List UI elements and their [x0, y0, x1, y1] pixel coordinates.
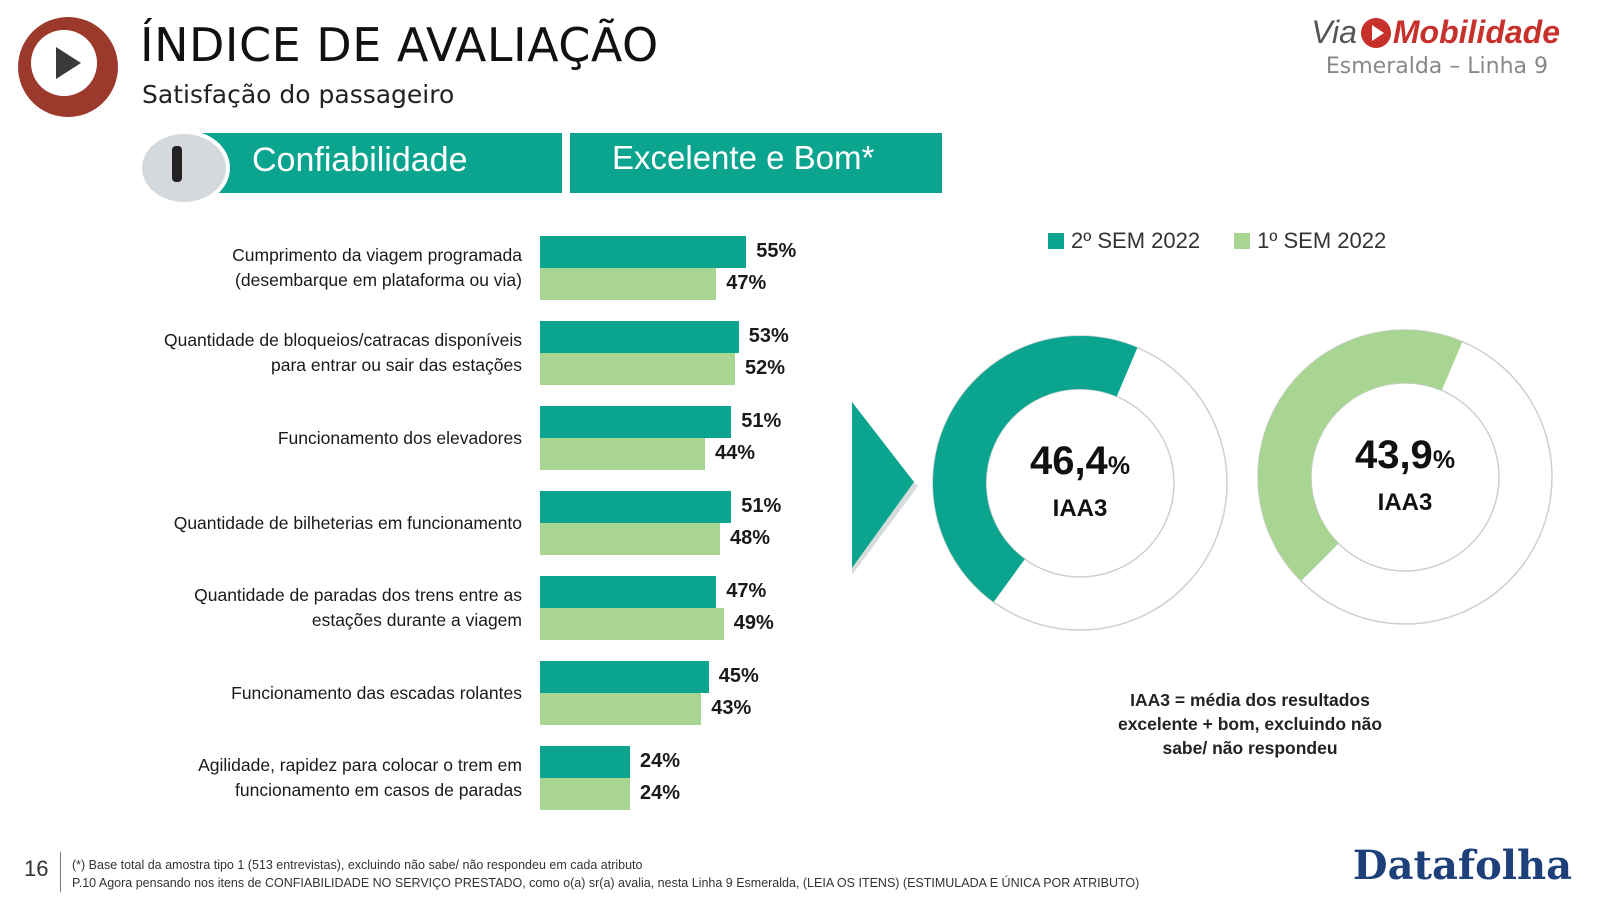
page-title: ÍNDICE DE AVALIAÇÃO [140, 18, 659, 72]
bar-value-2sem: 55% [756, 240, 797, 262]
iaa3-note-line: excelente + bom, excluindo não [1117, 714, 1383, 734]
bar-2sem [540, 236, 747, 268]
measure-banner: Excelente e Bom* [570, 133, 942, 193]
category-label-line: Cumprimento da viagem programada [232, 245, 522, 265]
bar-value-2sem: 51% [741, 410, 782, 432]
iaa3-definition-note: IAA3 = média dos resultados excelente + … [1100, 688, 1400, 760]
iaa3-note-line: IAA3 = média dos resultados [1130, 690, 1370, 710]
donut-label-1sem: IAA3 [1377, 489, 1433, 516]
donut-number-1sem: 43,9 [1354, 433, 1433, 477]
play-logo-icon [18, 17, 118, 117]
category-label: Quantidade de bilheterias em funcionamen… [174, 511, 522, 536]
datafolha-logo: Datafolha [1352, 842, 1572, 889]
brand-name: Mobilidade [1392, 14, 1560, 50]
footer-divider [60, 852, 61, 892]
bar-1sem [540, 353, 735, 385]
reliability-icon [138, 130, 230, 206]
bar-value-1sem: 43% [711, 697, 752, 719]
legend-item-1sem: 1º SEM 2022 [1234, 228, 1386, 254]
footnote-base: (*) Base total da amostra tipo 1 (513 en… [72, 858, 643, 872]
chart-legend: 2º SEM 2022 1º SEM 2022 [1048, 228, 1420, 254]
page-number: 16 [24, 856, 49, 881]
page-subtitle: Satisfação do passageiro [142, 80, 455, 109]
bar-1sem [540, 438, 705, 470]
category-label-line: Funcionamento das escadas rolantes [231, 682, 522, 703]
legend-label-1sem: 1º SEM 2022 [1257, 228, 1387, 253]
bar-value-1sem: 24% [640, 782, 681, 804]
category-label-line: funcionamento em casos de paradas [235, 780, 522, 800]
legend-swatch-2sem [1048, 233, 1064, 249]
category-label-line: estações durante a viagem [311, 610, 522, 630]
category-label-line: Funcionamento dos elevadores [277, 427, 522, 448]
bar-1sem [540, 693, 702, 725]
bar-2sem [540, 321, 739, 353]
chevron-right-icon [852, 402, 918, 575]
category-label: Cumprimento da viagem programada (desemba… [232, 243, 522, 293]
viamobilidade-logo: Via Mobilidade [1311, 14, 1560, 51]
footnote-question: P.10 Agora pensando nos itens de CONFIAB… [72, 876, 1140, 890]
bar-value-1sem: 52% [745, 357, 786, 379]
bar-2sem [540, 661, 709, 693]
category-label: Funcionamento das escadas rolantes [231, 681, 522, 706]
donut-suffix-2sem: % [1107, 452, 1131, 480]
category-label-line: Quantidade de paradas dos trens entre as [194, 585, 522, 605]
legend-label-2sem: 2º SEM 2022 [1071, 228, 1201, 253]
bar-value-2sem: 51% [741, 495, 782, 517]
category-label: Agilidade, rapidez para colocar o trem e… [198, 753, 522, 803]
category-label: Quantidade de bloqueios/catracas disponí… [164, 328, 522, 378]
measure-label: Excelente e Bom* [612, 139, 875, 176]
category-label-line: Quantidade de bloqueios/catracas disponí… [163, 330, 522, 350]
bar-2sem [540, 491, 732, 523]
donut-number-2sem: 46,4 [1029, 439, 1108, 483]
bar-1sem [540, 608, 724, 640]
category-label-line: para entrar ou sair das estações [271, 355, 522, 375]
bar-value-1sem: 44% [715, 442, 756, 464]
bar-1sem [540, 268, 717, 300]
category-label: Funcionamento dos elevadores [278, 426, 522, 451]
bar-value-1sem: 47% [726, 272, 767, 294]
category-label-line: Agilidade, rapidez para colocar o trem e… [198, 755, 522, 775]
legend-swatch-1sem [1234, 233, 1251, 249]
category-label-line: Quantidade de bilheterias em funcionamen… [173, 512, 522, 533]
donut-value-2sem: 46,4% [990, 439, 1170, 484]
category-label: Confiabilidade [252, 141, 468, 179]
bar-value-2sem: 45% [718, 665, 759, 687]
bar-value-1sem: 48% [730, 527, 771, 549]
line-name: Esmeralda – Linha 9 [1325, 54, 1548, 79]
bar-1sem [540, 778, 630, 810]
bar-value-2sem: 24% [640, 750, 681, 772]
donut-suffix-1sem: % [1432, 446, 1456, 474]
legend-item-2sem: 2º SEM 2022 [1048, 228, 1200, 254]
bar-2sem [540, 576, 717, 608]
category-banner: Confiabilidade [200, 133, 562, 193]
category-label: Quantidade de paradas dos trens entre as… [194, 583, 522, 633]
bar-value-2sem: 53% [748, 325, 789, 347]
bar-2sem [540, 406, 732, 438]
bar-value-2sem: 47% [726, 580, 767, 602]
bar-1sem [540, 523, 720, 555]
bar-value-1sem: 49% [733, 612, 774, 634]
bar-2sem [540, 746, 630, 778]
donut-value-1sem: 43,9% [1315, 433, 1495, 478]
donut-label-2sem: IAA3 [1052, 495, 1108, 522]
brand-via: Via [1311, 14, 1357, 50]
person-figure-icon [172, 146, 182, 182]
brand-play-icon [1360, 17, 1391, 48]
iaa3-note-line: sabe/ não respondeu [1162, 738, 1338, 758]
category-label-line: (desembarque em plataforma ou via) [235, 270, 522, 290]
